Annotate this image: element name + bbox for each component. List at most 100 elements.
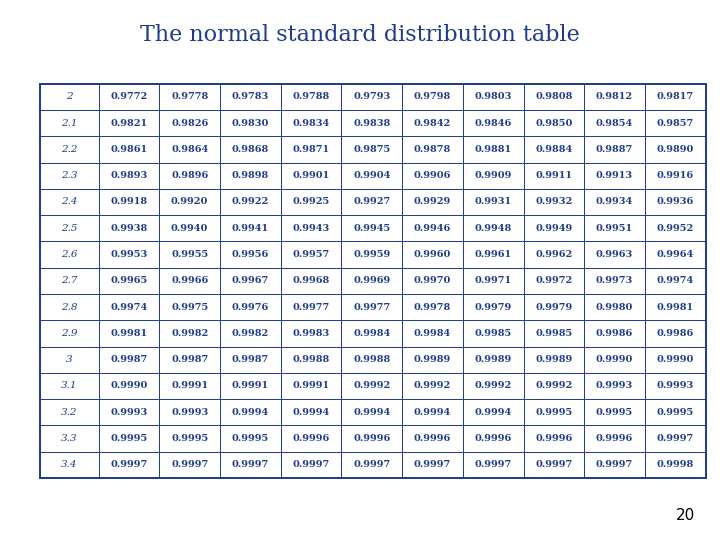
Bar (99, 268, 159, 294)
Bar (584, 189, 645, 215)
Text: 0.9896: 0.9896 (171, 171, 208, 180)
Text: 0.9953: 0.9953 (110, 250, 148, 259)
Text: 0.9927: 0.9927 (353, 198, 390, 206)
Text: 0.9911: 0.9911 (536, 171, 572, 180)
Text: 0.9929: 0.9929 (414, 198, 451, 206)
Bar (584, 241, 645, 268)
Text: 0.9918: 0.9918 (110, 198, 148, 206)
Bar (99, 84, 159, 110)
Bar (40, 163, 99, 189)
Text: 0.9983: 0.9983 (292, 329, 330, 338)
Bar (341, 347, 402, 373)
Bar (159, 399, 220, 426)
Bar (40, 110, 99, 136)
Bar (523, 84, 584, 110)
Text: 0.9997: 0.9997 (596, 460, 633, 469)
Text: 0.9890: 0.9890 (657, 145, 694, 154)
Bar (99, 241, 159, 268)
Text: 2: 2 (66, 92, 73, 102)
Bar (40, 347, 99, 373)
Text: 0.9871: 0.9871 (292, 145, 330, 154)
Text: 2.9: 2.9 (61, 329, 77, 338)
Text: 0.9978: 0.9978 (414, 302, 451, 312)
Bar (402, 399, 463, 426)
Text: 0.9934: 0.9934 (596, 198, 633, 206)
Text: 0.9994: 0.9994 (353, 408, 390, 417)
Text: 0.9995: 0.9995 (596, 408, 633, 417)
Text: 0.9997: 0.9997 (171, 460, 208, 469)
Bar (341, 426, 402, 451)
Text: 0.9990: 0.9990 (596, 355, 634, 364)
Text: 20: 20 (675, 508, 695, 523)
Text: 0.9991: 0.9991 (171, 381, 208, 390)
Text: 0.9798: 0.9798 (414, 92, 451, 102)
Text: 0.9970: 0.9970 (414, 276, 451, 285)
Text: 0.9995: 0.9995 (171, 434, 208, 443)
Bar (220, 320, 281, 347)
Text: 3.2: 3.2 (61, 408, 77, 417)
Bar (40, 294, 99, 320)
Bar (220, 163, 281, 189)
Text: 2.3: 2.3 (61, 171, 77, 180)
Bar (463, 136, 523, 163)
Bar (463, 215, 523, 241)
Text: 0.9989: 0.9989 (414, 355, 451, 364)
Text: 0.9977: 0.9977 (353, 302, 390, 312)
Text: 2.5: 2.5 (61, 224, 77, 233)
Text: 0.9893: 0.9893 (110, 171, 148, 180)
Bar (402, 110, 463, 136)
Bar (159, 268, 220, 294)
Bar (584, 399, 645, 426)
Text: 0.9868: 0.9868 (232, 145, 269, 154)
Text: 0.9834: 0.9834 (292, 119, 330, 127)
Text: 0.9956: 0.9956 (232, 250, 269, 259)
Text: 0.9997: 0.9997 (292, 460, 330, 469)
Text: 0.9997: 0.9997 (353, 460, 390, 469)
Bar (281, 268, 341, 294)
Text: 0.9842: 0.9842 (414, 119, 451, 127)
Bar (402, 268, 463, 294)
Bar (159, 241, 220, 268)
Text: 0.9991: 0.9991 (232, 381, 269, 390)
Bar (40, 84, 706, 478)
Text: 0.9981: 0.9981 (110, 329, 148, 338)
Bar (645, 241, 706, 268)
Text: 0.9989: 0.9989 (474, 355, 512, 364)
Text: 0.9995: 0.9995 (657, 408, 694, 417)
Bar (159, 84, 220, 110)
Bar (645, 426, 706, 451)
Bar (281, 451, 341, 478)
Bar (523, 451, 584, 478)
Text: 0.9778: 0.9778 (171, 92, 208, 102)
Bar (463, 373, 523, 399)
Bar (463, 110, 523, 136)
Text: 0.9830: 0.9830 (232, 119, 269, 127)
Text: 0.9997: 0.9997 (535, 460, 572, 469)
Text: 0.9968: 0.9968 (292, 276, 330, 285)
Bar (402, 189, 463, 215)
Bar (220, 373, 281, 399)
Bar (523, 215, 584, 241)
Text: 0.9962: 0.9962 (535, 250, 572, 259)
Text: 0.9936: 0.9936 (657, 198, 694, 206)
Text: 0.9985: 0.9985 (474, 329, 512, 338)
Text: 0.9965: 0.9965 (110, 276, 148, 285)
Text: 0.9913: 0.9913 (596, 171, 633, 180)
Bar (645, 451, 706, 478)
Text: 0.9993: 0.9993 (657, 381, 694, 390)
Text: 0.9975: 0.9975 (171, 302, 208, 312)
Text: 0.9854: 0.9854 (596, 119, 633, 127)
Text: 0.9973: 0.9973 (596, 276, 633, 285)
Text: 0.9984: 0.9984 (353, 329, 390, 338)
Bar (584, 294, 645, 320)
Bar (645, 294, 706, 320)
Bar (645, 163, 706, 189)
Bar (40, 399, 99, 426)
Text: 0.9940: 0.9940 (171, 224, 208, 233)
Bar (159, 110, 220, 136)
Bar (99, 399, 159, 426)
Bar (645, 373, 706, 399)
Text: 0.9864: 0.9864 (171, 145, 208, 154)
Text: 0.9906: 0.9906 (414, 171, 451, 180)
Bar (584, 320, 645, 347)
